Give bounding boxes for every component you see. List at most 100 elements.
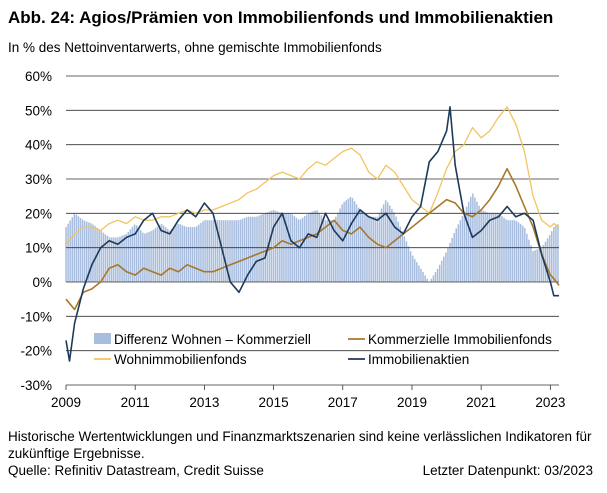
x-tick-label: 2013: [189, 395, 219, 410]
bar: [293, 216, 296, 282]
bar: [177, 223, 179, 282]
bar: [405, 241, 408, 282]
bar: [245, 217, 248, 282]
bar: [139, 230, 142, 282]
bar: [148, 231, 150, 282]
y-tick-label: -30%: [20, 378, 52, 393]
bar: [482, 210, 485, 282]
bar: [121, 235, 123, 282]
bar: [119, 236, 121, 282]
chart-subtitle: In % des Nettoinventarwerts, ohne gemisc…: [8, 40, 382, 55]
bar: [509, 220, 511, 282]
legend: Differenz Wohnen – Kommerziell Kommerziel…: [94, 332, 552, 367]
bar: [530, 245, 532, 282]
bar: [519, 224, 522, 282]
bar: [457, 224, 460, 282]
bar: [123, 234, 125, 282]
bar: [164, 227, 167, 282]
bar: [183, 225, 186, 282]
legend-label: Wohnimmobilienfonds: [114, 352, 247, 367]
bar: [225, 220, 227, 282]
bar: [521, 225, 524, 282]
x-tick-label: 2019: [397, 395, 427, 410]
bar: [200, 222, 202, 282]
x-tick-label: 2021: [466, 395, 496, 410]
bar: [169, 230, 171, 282]
bar: [98, 229, 100, 282]
bar: [347, 198, 350, 282]
bar: [243, 218, 246, 282]
bar: [77, 216, 80, 282]
bar: [432, 275, 435, 282]
bar: [100, 231, 103, 282]
bar: [349, 196, 352, 282]
bar: [152, 229, 154, 282]
bar: [181, 225, 184, 282]
bar: [208, 220, 211, 282]
chart-title: Abb. 24: Agios/Prämien von Immobilienfon…: [8, 8, 554, 27]
bar: [461, 216, 464, 282]
bar: [65, 227, 67, 282]
bar: [235, 220, 237, 282]
bar: [291, 214, 294, 282]
bar: [382, 204, 385, 282]
bar: [447, 247, 449, 282]
bar: [133, 224, 136, 282]
bar: [85, 221, 88, 282]
bar: [297, 219, 300, 282]
bar: [353, 201, 356, 282]
bar: [409, 251, 412, 282]
bar: [370, 216, 372, 282]
bar: [160, 223, 163, 282]
bar: [503, 217, 505, 282]
bar: [254, 216, 256, 282]
bar: [455, 228, 458, 282]
bar: [276, 211, 279, 282]
bar: [233, 220, 235, 282]
bar: [438, 264, 441, 282]
bar: [553, 227, 555, 282]
bar: [306, 214, 308, 282]
bar: [391, 208, 393, 282]
bar: [187, 227, 190, 282]
y-tick-label: 50%: [25, 103, 52, 118]
bar: [401, 231, 404, 282]
bar: [434, 272, 437, 282]
bar: [513, 220, 516, 282]
line-kommerzielle-immobilienfonds: [65, 167, 560, 311]
bar: [395, 216, 397, 282]
bar: [310, 212, 312, 282]
bar: [171, 228, 173, 282]
bar: [241, 218, 244, 282]
chart: -30% -20% -10% 0% 10% 20% 30% 40% 50% 60% 2009 201…: [20, 69, 565, 410]
bar: [420, 268, 422, 282]
x-tick-label: 2017: [328, 395, 358, 410]
bar: [204, 220, 206, 282]
bar: [125, 234, 127, 282]
bar: [206, 220, 208, 282]
y-tick-label: 60%: [25, 69, 52, 84]
bar: [191, 227, 194, 282]
bar: [451, 237, 453, 282]
bar: [322, 217, 325, 282]
bar: [112, 237, 115, 282]
bar: [528, 239, 530, 282]
bar: [88, 222, 90, 282]
bar: [256, 216, 258, 282]
bar: [445, 252, 447, 282]
bar: [478, 205, 480, 282]
bar: [542, 244, 545, 282]
bar: [526, 233, 528, 282]
bar: [345, 200, 348, 282]
bar: [279, 212, 281, 282]
bar: [166, 228, 169, 282]
bar: [546, 238, 549, 282]
bar: [189, 227, 192, 282]
bar: [339, 208, 341, 282]
bar: [536, 249, 538, 282]
last-datapoint-text: Letzter Datenpunkt: 03/2023: [422, 463, 593, 478]
x-tick-label: 2023: [535, 395, 565, 410]
bar: [523, 228, 526, 282]
bar: [110, 237, 113, 282]
bar: [106, 235, 109, 282]
